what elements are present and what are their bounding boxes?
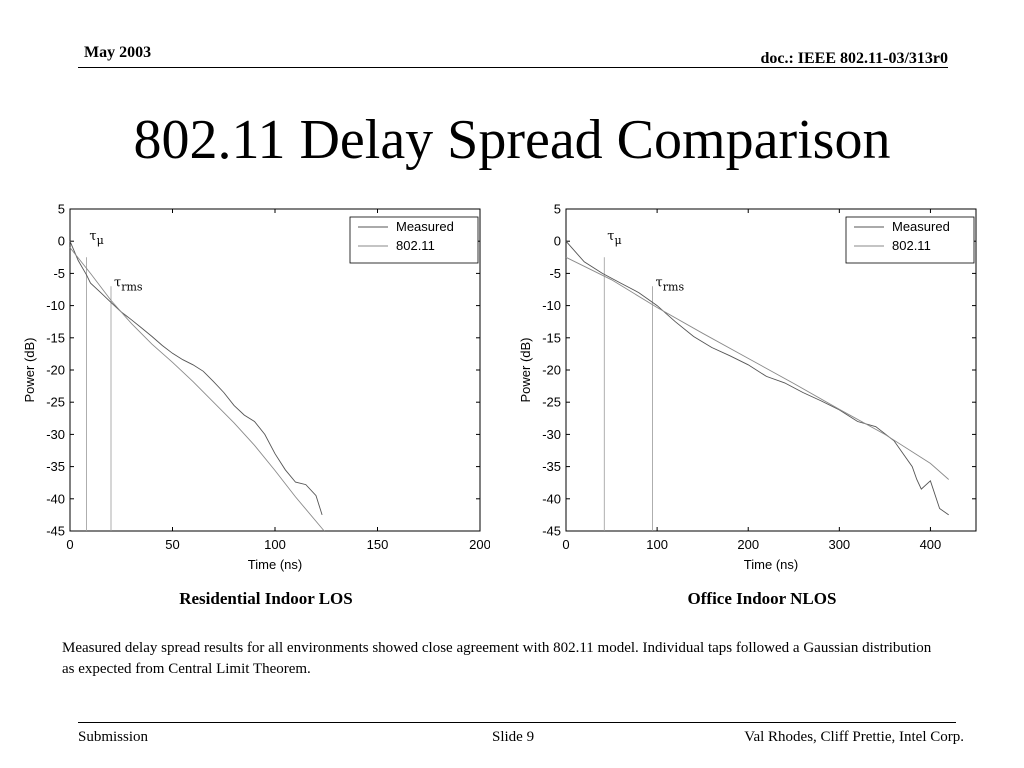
y-tick-label: 5 (58, 202, 65, 217)
x-tick-label: 100 (264, 537, 286, 552)
x-tick-label: 0 (562, 537, 569, 552)
legend-box (349, 216, 479, 264)
legend-label: Measured (892, 219, 950, 234)
x-tick-label: 200 (469, 537, 490, 552)
y-tick-label: -5 (53, 266, 65, 281)
series-line-model (565, 256, 949, 480)
y-tick-label: -20 (46, 363, 65, 378)
legend-label: Measured (396, 219, 454, 234)
x-axis-label: Time (ns) (248, 557, 302, 572)
y-tick-label: -45 (46, 524, 65, 539)
x-tick-label: 400 (920, 537, 942, 552)
footer-slide-number: Slide 9 (492, 729, 535, 745)
y-tick-label: -45 (542, 524, 561, 539)
y-tick-label: -5 (549, 266, 561, 281)
legend-label: 802.11 (892, 238, 931, 253)
x-tick-label: 0 (66, 537, 73, 552)
legend-box (845, 216, 975, 264)
header-doc-id: doc.: IEEE 802.11-03/313r0 (760, 50, 948, 67)
y-tick-label: -10 (46, 298, 65, 313)
tau-marker-label: τμ (89, 229, 103, 247)
y-tick-label: -40 (542, 491, 561, 506)
chart-residential-svg: 0 50 100 150 20050-5-10-15-20-25-30-35-40-45… (22, 202, 491, 573)
caption-office: Office Indoor NLOS (687, 589, 837, 608)
y-tick-label: -20 (542, 363, 561, 378)
header-date: May 2003 (84, 44, 152, 61)
y-tick-label: 5 (554, 202, 561, 217)
y-tick-label: -35 (46, 459, 65, 474)
series-line-model (69, 247, 325, 532)
x-tick-label: 100 (646, 537, 668, 552)
y-tick-label: -30 (46, 427, 65, 442)
summary-note: Measured delay spread results for all en… (62, 640, 932, 677)
tau-marker-label: τrms (656, 275, 685, 293)
legend-label: 802.11 (396, 238, 435, 253)
y-tick-label: 0 (554, 234, 561, 249)
x-tick-label: 300 (828, 537, 850, 552)
y-tick-label: -10 (542, 298, 561, 313)
y-tick-label: -15 (542, 330, 561, 345)
x-tick-label: 200 (737, 537, 759, 552)
y-tick-label: -25 (542, 395, 561, 410)
y-tick-label: -35 (542, 459, 561, 474)
tau-marker-label: τμ (607, 229, 621, 247)
tau-marker-label: τrms (114, 275, 143, 293)
y-axis-label: Power (dB) (22, 337, 37, 402)
y-tick-label: 0 (58, 234, 65, 249)
y-tick-label: -25 (46, 395, 65, 410)
x-tick-label: 150 (367, 537, 389, 552)
caption-residential: Residential Indoor LOS (179, 589, 353, 608)
footer-authors: Val Rhodes, Cliff Prettie, Intel Corp. (744, 729, 964, 745)
y-tick-label: -30 (542, 427, 561, 442)
chart-residential: 0 50 100 150 200 5 0 -5 -10 -15 -20 -25 -30 -35 -40 -45… (10, 196, 491, 586)
footer-submission: Submission (78, 729, 149, 745)
footer-divider (78, 722, 956, 723)
chart-office: 0 100 200 300 400 5 0 -5 -10 -15 -20 -25 -30 -35 -40 -4… (506, 196, 986, 586)
x-tick-label: 50 (165, 537, 179, 552)
chart-office-svg: 0 100 200 300 400 5 0 -5 -10 -15 -20 -25 -30 -35 -40 -4… (518, 202, 977, 572)
x-axis-label: Time (ns) (744, 557, 798, 572)
slide-title: 802.11 Delay Spread Comparison (133, 109, 891, 171)
series-line-measured (565, 240, 949, 516)
y-tick-label: -15 (46, 330, 65, 345)
series-line-measured (69, 241, 323, 516)
y-tick-label: -40 (46, 491, 65, 506)
header-divider (78, 67, 948, 68)
y-axis-label: Power (dB) (518, 337, 533, 402)
